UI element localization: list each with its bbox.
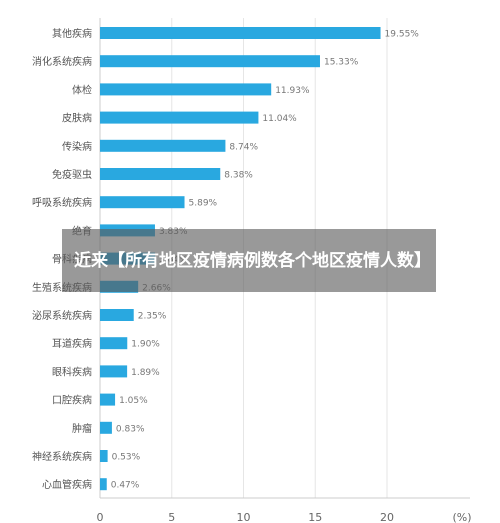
value-label: 1.90%: [131, 340, 160, 350]
x-tick-label: 15: [308, 511, 322, 523]
category-label: 口腔疾病: [52, 394, 92, 407]
bar-神经系统疾病: [100, 450, 108, 462]
value-label: 1.05%: [119, 396, 148, 406]
value-label: 11.04%: [262, 114, 297, 124]
bar-皮肤病: [100, 111, 259, 124]
bar-肿瘤: [100, 421, 112, 434]
bar-免疫驱虫: [100, 168, 221, 180]
value-label: 1.89%: [131, 368, 160, 378]
x-tick-label: 20: [380, 511, 394, 523]
category-label: 呼吸系统疾病: [32, 196, 92, 209]
x-tick-label: 5: [168, 511, 175, 523]
title-overlay: 近来【所有地区疫情病例数各个地区疫情人数】: [62, 229, 436, 292]
x-tick-label: 10: [237, 511, 251, 523]
bar-泌尿系统疾病: [100, 309, 134, 321]
category-label: 耳道疾病: [52, 337, 92, 350]
value-label: 19.55%: [385, 30, 420, 40]
bar-其他疾病: [100, 27, 381, 39]
bar-心血管疾病: [100, 478, 107, 491]
category-label: 肿瘤: [72, 422, 92, 435]
value-label: 8.38%: [224, 171, 253, 181]
category-label: 免疫驱虫: [52, 168, 92, 181]
category-label: 心血管疾病: [42, 478, 92, 491]
overlay-title: 近来【所有地区疫情病例数各个地区疫情人数】: [74, 250, 431, 271]
value-label: 15.33%: [324, 58, 359, 68]
category-label: 消化系统疾病: [32, 55, 92, 68]
bar-体检: [100, 83, 272, 96]
x-axis-unit: (%): [452, 511, 471, 523]
bar-口腔疾病: [100, 393, 116, 406]
bar-消化系统疾病: [100, 55, 320, 68]
bar-呼吸系统疾病: [100, 196, 185, 209]
bar-耳道疾病: [100, 337, 128, 350]
category-label: 其他疾病: [52, 27, 92, 40]
category-label: 体检: [72, 83, 92, 96]
value-label: 0.47%: [111, 481, 140, 491]
value-label: 2.35%: [138, 312, 167, 322]
value-label: 0.53%: [112, 453, 141, 463]
x-tick-label: 0: [97, 511, 104, 523]
value-label: 11.93%: [275, 86, 310, 96]
category-label: 神经系统疾病: [32, 450, 92, 463]
category-label: 眼科疾病: [52, 365, 92, 378]
category-label: 泌尿系统疾病: [32, 309, 92, 322]
bar-眼科疾病: [100, 365, 128, 378]
category-label: 皮肤病: [62, 112, 92, 125]
value-label: 0.83%: [116, 424, 145, 434]
value-label: 5.89%: [189, 199, 218, 209]
x-axis-ticks: 0 5 10 15 20: [97, 511, 395, 523]
category-label: 传染病: [62, 140, 92, 153]
value-label: 8.74%: [229, 142, 258, 152]
bar-传染病: [100, 139, 226, 152]
